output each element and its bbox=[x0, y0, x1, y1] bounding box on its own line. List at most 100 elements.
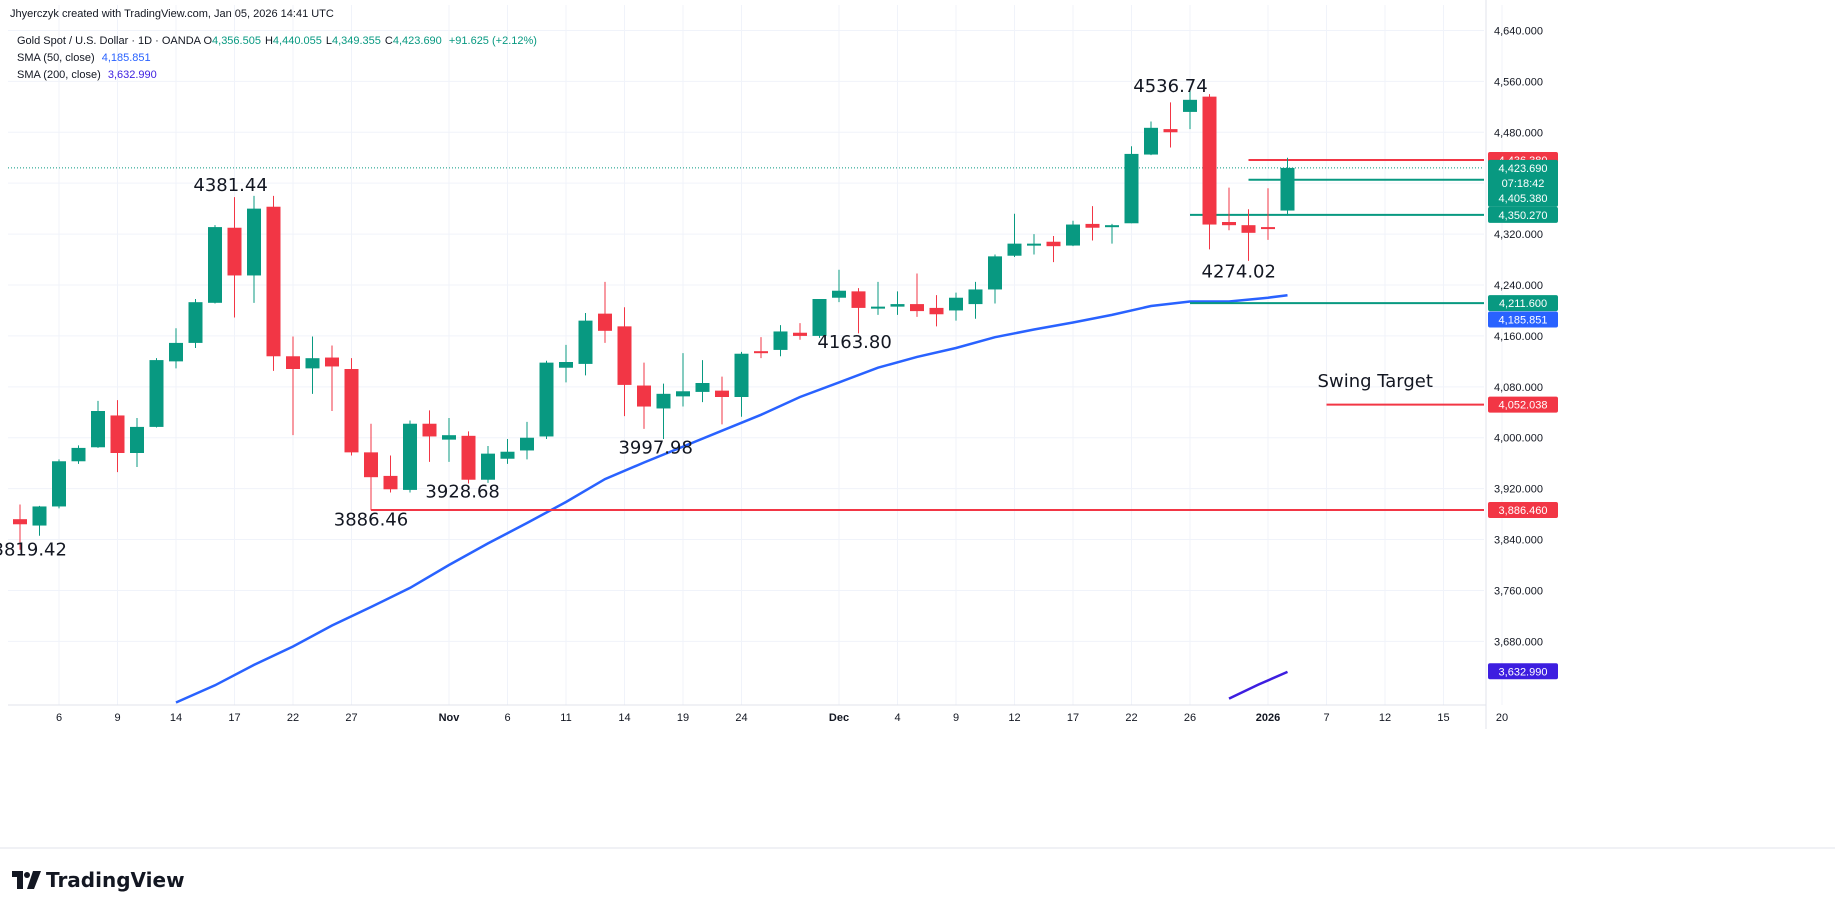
candle-body[interactable] bbox=[559, 362, 573, 368]
candle-body[interactable] bbox=[52, 461, 66, 507]
candle-body[interactable] bbox=[286, 356, 300, 369]
candle-body[interactable] bbox=[442, 435, 456, 440]
y-tick-label: 4,080.000 bbox=[1494, 382, 1543, 394]
candle-body[interactable] bbox=[344, 369, 359, 453]
candle-body[interactable] bbox=[110, 415, 125, 453]
candle-body[interactable] bbox=[364, 452, 378, 478]
candle-body[interactable] bbox=[871, 306, 885, 309]
sma200-line[interactable] bbox=[1228, 670, 1288, 700]
price-annotation: 4163.80 bbox=[817, 332, 891, 353]
candle-body[interactable] bbox=[910, 304, 924, 312]
candle-body[interactable] bbox=[149, 360, 164, 427]
price-annotation: 3997.98 bbox=[618, 438, 692, 459]
price-annotation: Swing Target bbox=[1318, 371, 1433, 392]
candle-body[interactable] bbox=[227, 227, 242, 276]
level-price-tag-bg bbox=[1488, 396, 1558, 413]
x-tick-label: 11 bbox=[560, 712, 571, 724]
candle-body[interactable] bbox=[1046, 241, 1061, 247]
candle-body[interactable] bbox=[1202, 96, 1217, 225]
candle-body[interactable] bbox=[1261, 227, 1275, 230]
ohlc-key-c: C bbox=[384, 35, 393, 47]
x-tick-label: 7 bbox=[1323, 712, 1329, 724]
candle-body[interactable] bbox=[832, 290, 846, 298]
candle-body[interactable] bbox=[1007, 243, 1022, 256]
candle-body[interactable] bbox=[247, 208, 261, 276]
candle-body[interactable] bbox=[715, 390, 729, 397]
candle-body[interactable] bbox=[403, 423, 417, 490]
candle-body[interactable] bbox=[91, 411, 105, 448]
candle-body[interactable] bbox=[578, 320, 593, 364]
candle-body[interactable] bbox=[734, 353, 749, 397]
x-tick-label: 22 bbox=[287, 712, 299, 724]
candle-body[interactable] bbox=[1241, 225, 1256, 233]
candle-body[interactable] bbox=[208, 227, 222, 303]
candle-body[interactable] bbox=[539, 362, 554, 437]
candle-body[interactable] bbox=[130, 426, 144, 453]
x-tick-label: 15 bbox=[1437, 712, 1449, 724]
candle-body[interactable] bbox=[1280, 167, 1295, 211]
ohlc-key-h: H bbox=[264, 35, 273, 47]
candle-body[interactable] bbox=[637, 385, 651, 407]
candle-body[interactable] bbox=[1124, 153, 1139, 224]
candle-body[interactable] bbox=[325, 357, 339, 367]
candle-body[interactable] bbox=[793, 332, 807, 336]
sma200-price-tag: 3,632.990 bbox=[1499, 666, 1548, 678]
price-annotation: 4381.44 bbox=[193, 175, 267, 196]
level-price-tag: 4,405.380 bbox=[1499, 193, 1548, 205]
candle-body[interactable] bbox=[1222, 222, 1236, 226]
candle-body[interactable] bbox=[71, 447, 86, 462]
candle-body[interactable] bbox=[988, 256, 1002, 290]
candle-body[interactable] bbox=[500, 451, 515, 459]
candle-body[interactable] bbox=[305, 358, 320, 369]
candle-body[interactable] bbox=[929, 307, 944, 315]
candle-body[interactable] bbox=[1105, 225, 1119, 228]
candle-body[interactable] bbox=[1066, 224, 1080, 246]
sma50-line[interactable] bbox=[175, 293, 1288, 704]
candle-body[interactable] bbox=[422, 423, 437, 437]
level-price-tag: 4,211.600 bbox=[1499, 298, 1547, 310]
y-tick-label: 3,840.000 bbox=[1494, 535, 1543, 547]
candle-body[interactable] bbox=[266, 206, 281, 357]
candle-body[interactable] bbox=[383, 475, 398, 490]
candle-body[interactable] bbox=[13, 519, 27, 525]
candle-body[interactable] bbox=[773, 331, 788, 350]
candle-body[interactable] bbox=[1144, 127, 1158, 155]
candle-body[interactable] bbox=[598, 313, 612, 331]
ohlc-value-o: 4,356.505 bbox=[212, 35, 261, 47]
x-tick-label: 17 bbox=[228, 712, 240, 724]
candle-body[interactable] bbox=[656, 393, 671, 409]
sma50-legend[interactable]: SMA (50, close) 4,185.851 bbox=[17, 52, 151, 64]
candle-body[interactable] bbox=[617, 326, 632, 385]
x-tick-label: 14 bbox=[170, 712, 182, 724]
sma200-price-tag-bg bbox=[1488, 663, 1558, 680]
y-tick-label: 4,000.000 bbox=[1494, 433, 1543, 445]
candle-body[interactable] bbox=[1183, 99, 1197, 112]
candle-body[interactable] bbox=[481, 453, 495, 480]
candle-body[interactable] bbox=[890, 304, 905, 307]
candle-body[interactable] bbox=[188, 302, 203, 343]
candle-body[interactable] bbox=[695, 383, 710, 392]
candle-body[interactable] bbox=[520, 437, 534, 451]
candle-body[interactable] bbox=[851, 291, 866, 308]
x-tick-label: 6 bbox=[56, 712, 62, 724]
candle-body[interactable] bbox=[461, 435, 476, 480]
sma200-legend[interactable]: SMA (200, close) 3,632.990 bbox=[17, 69, 157, 81]
sma200-value: 3,632.990 bbox=[107, 69, 157, 81]
sma50-label: SMA (50, close) bbox=[17, 52, 95, 64]
candle-body[interactable] bbox=[949, 297, 963, 311]
candle-body[interactable] bbox=[169, 342, 183, 362]
candle-body[interactable] bbox=[32, 506, 47, 526]
candle-body[interactable] bbox=[968, 289, 983, 305]
y-tick-label: 3,920.000 bbox=[1494, 484, 1543, 496]
tradingview-logo[interactable]: TradingView bbox=[12, 868, 185, 894]
candle-body[interactable] bbox=[754, 351, 768, 354]
x-tick-label: 14 bbox=[618, 712, 630, 724]
change-value: +91.625 (+2.12%) bbox=[448, 35, 537, 47]
candle-body[interactable] bbox=[676, 391, 690, 397]
candle-body[interactable] bbox=[1027, 243, 1041, 246]
candle-body[interactable] bbox=[812, 299, 827, 336]
x-tick-label: 6 bbox=[504, 712, 510, 724]
candle-body[interactable] bbox=[1163, 129, 1178, 133]
candle-body[interactable] bbox=[1085, 223, 1100, 228]
